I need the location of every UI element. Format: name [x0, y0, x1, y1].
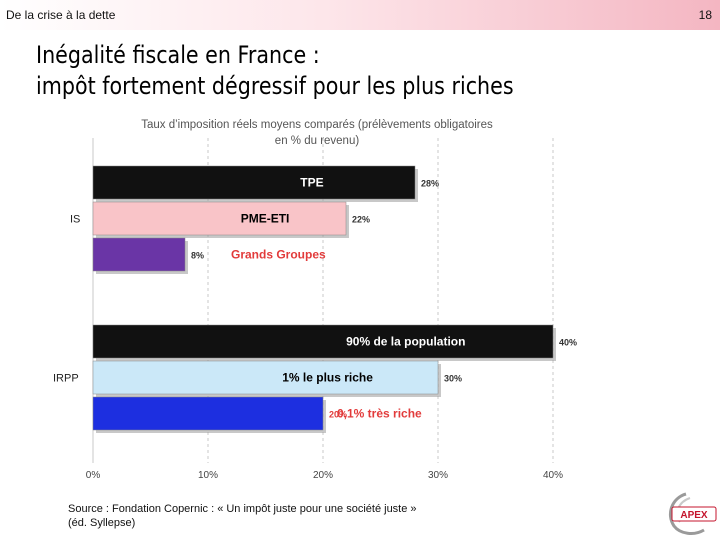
source-line2: (éd. Syllepse) [68, 517, 136, 529]
source-line1: Source : Fondation Copernic : « Un impôt… [68, 503, 417, 515]
source-note: Source : Fondation Copernic : « Un impôt… [68, 502, 417, 530]
bar-value-label: 20% [329, 410, 347, 420]
bar [92, 360, 439, 395]
bar-value-label: 8% [191, 251, 204, 261]
bar-label: 1% le plus riche [282, 371, 373, 385]
chart-title-line1: Taux d’imposition réels moyens comparés … [141, 119, 493, 131]
bar [92, 324, 554, 359]
page-number: 18 [698, 8, 712, 22]
logo-text: APEX [680, 510, 708, 521]
bar-label: TPE [300, 176, 323, 190]
slide-title-line1: Inégalité fiscale en France : [36, 41, 320, 69]
bar-label: 90% de la population [346, 335, 465, 349]
bar-value-label: 28% [421, 179, 439, 189]
bar-value-label: 22% [352, 215, 370, 225]
slide-title-line2: impôt fortement dégressif pour les plus … [36, 72, 514, 100]
section-title: De la crise à la dette [6, 8, 116, 22]
bar-label: PME-ETI [241, 212, 290, 226]
bar [92, 396, 324, 431]
bar [92, 165, 416, 200]
bar [92, 237, 186, 272]
group-label: IRPP [53, 373, 79, 385]
logo-box [671, 506, 717, 522]
group-label: IS [70, 214, 80, 226]
x-tick-label: 0% [86, 470, 101, 481]
chart-title-line2: en % du revenu) [275, 135, 360, 147]
x-tick-label: 10% [198, 470, 218, 481]
bar-value-label: 30% [444, 374, 462, 384]
slide-title: Inégalité fiscale en France : impôt fort… [36, 40, 514, 102]
apex-logo: APEX [669, 492, 717, 535]
logo-swoosh [669, 492, 705, 535]
bar-value-label: 40% [559, 338, 577, 348]
x-tick-label: 30% [428, 470, 448, 481]
bar-label: Grands Groupes [231, 248, 326, 262]
x-tick-label: 40% [543, 470, 563, 481]
bar-label: 0,1% très riche [337, 407, 422, 421]
header-band [0, 0, 720, 30]
bar [92, 201, 347, 236]
x-tick-label: 20% [313, 470, 333, 481]
